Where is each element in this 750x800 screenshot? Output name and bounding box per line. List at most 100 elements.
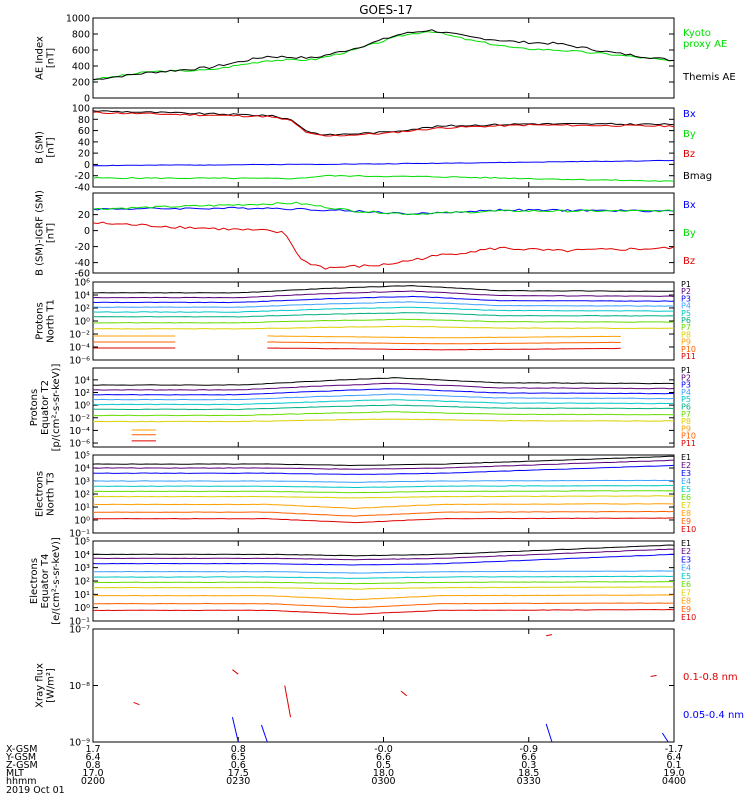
legend-label: P8 xyxy=(681,330,691,339)
footer-value: 0.3 xyxy=(521,760,536,771)
legend-label: P9 xyxy=(681,338,691,347)
y-tick-label: 10⁵ xyxy=(74,451,90,462)
y-tick-label: 10⁻¹ xyxy=(69,529,90,540)
series-electron-e8 xyxy=(93,594,675,601)
footer-value: -0.0 xyxy=(374,744,393,755)
footer-value: 0330 xyxy=(517,776,541,787)
series-electron-e1 xyxy=(92,544,675,557)
y-tick-label: 10⁴ xyxy=(74,550,90,561)
legend-label: Bmag xyxy=(683,171,712,182)
legend-label: Bx xyxy=(683,200,696,211)
series-xray-short xyxy=(400,690,408,697)
y-tick-label: 10⁻⁹ xyxy=(69,738,90,749)
y-tick-label: 10² xyxy=(74,388,90,399)
y-tick-label: -20 xyxy=(74,171,90,182)
series-proton-p2 xyxy=(92,382,675,391)
legend-label: E10 xyxy=(681,525,696,534)
footer-value: 6.4 xyxy=(666,752,681,763)
footer-row-label: Y-GSM xyxy=(5,752,36,763)
y-axis-label: Equator T4 xyxy=(40,554,51,609)
legend-label: P8 xyxy=(681,417,691,426)
footer-value: -0.9 xyxy=(519,744,538,755)
y-tick-label: 10⁰ xyxy=(74,515,90,526)
y-axis-label: B (SM)-IGRF (SM) xyxy=(35,190,46,276)
footer-value: 6.6 xyxy=(521,752,536,763)
series-electron-e3 xyxy=(92,464,675,475)
panel-frame xyxy=(92,17,675,99)
legend-label: P11 xyxy=(681,352,696,361)
y-tick-label: 600 xyxy=(72,46,90,57)
series-xray-long xyxy=(545,723,553,743)
footer-value: 0.8 xyxy=(85,760,100,771)
y-tick-label: 800 xyxy=(72,30,90,41)
y-axis-label: [e/(cm²-s-sr-keV)] xyxy=(51,537,62,625)
y-axis-label: Equator T2 xyxy=(40,380,51,435)
series-electron-e10 xyxy=(93,608,675,615)
y-tick-label: 10³ xyxy=(74,563,90,574)
series-proton-p4 xyxy=(92,393,675,401)
footer-row-label: X-GSM xyxy=(6,744,37,755)
legend-label: Bz xyxy=(683,149,695,160)
legend-label: E9 xyxy=(681,605,691,614)
panel-frame xyxy=(92,192,675,274)
legend-label: P5 xyxy=(681,309,691,318)
y-tick-label: 20 xyxy=(78,149,90,160)
footer-row-label: MLT xyxy=(6,768,24,779)
legend-label: P7 xyxy=(681,323,691,332)
series-themis-ae xyxy=(92,29,675,81)
series-xray-long xyxy=(261,724,268,743)
series-proton-p7 xyxy=(93,411,675,417)
series-xray-short xyxy=(232,669,239,675)
series-electron-e3 xyxy=(92,553,675,566)
series-proton-p10 xyxy=(267,341,621,345)
series-bz xyxy=(92,111,675,137)
y-tick-label: 40 xyxy=(78,137,90,148)
panel-frame xyxy=(92,540,675,622)
series-electron-e4 xyxy=(93,570,675,574)
footer-value: -1.7 xyxy=(665,744,684,755)
footer-value: 17.5 xyxy=(228,768,249,779)
y-tick-label: 0 xyxy=(84,160,90,171)
y-tick-label: -40 xyxy=(74,258,90,269)
y-tick-label: 10¹ xyxy=(74,590,90,601)
y-tick-label: 80 xyxy=(78,115,90,126)
footer-date: 2019 Oct 01 xyxy=(6,785,65,796)
footer-value: 18.0 xyxy=(373,768,394,779)
legend-label: P3 xyxy=(681,381,691,390)
footer-value: 0.5 xyxy=(376,760,391,771)
legend-label: Themis AE xyxy=(682,72,736,83)
series-proton-p6 xyxy=(92,404,675,411)
series-proton-p4 xyxy=(93,301,675,308)
legend-label: P4 xyxy=(681,388,691,397)
series-kyoto-proxy-ae xyxy=(92,30,675,81)
y-tick-label: 10⁻⁴ xyxy=(69,426,90,437)
footer-value: 19.0 xyxy=(663,768,684,779)
legend-label: E3 xyxy=(681,469,691,478)
y-axis-label: [nT] xyxy=(46,137,57,157)
y-tick-label: 10⁻² xyxy=(69,330,90,341)
legend-label: 0.05-0.4 nm xyxy=(683,710,744,721)
legend-label: P7 xyxy=(681,410,691,419)
legend-label: By xyxy=(683,129,696,140)
legend-label: By xyxy=(683,228,696,239)
y-tick-label: 10⁻⁶ xyxy=(69,356,90,367)
y-axis-label: [p/(cm²-s-sr-keV)] xyxy=(51,364,62,452)
legend-label: P9 xyxy=(681,424,691,433)
y-axis-label: B (SM) xyxy=(35,131,46,164)
footer-value: 0.6 xyxy=(231,760,246,771)
legend-label: E4 xyxy=(681,564,691,573)
y-tick-label: 400 xyxy=(72,62,90,73)
legend-label: Bz xyxy=(683,256,695,267)
legend-label: P11 xyxy=(681,439,696,448)
series-proton-p8 xyxy=(92,418,675,423)
panel-frame xyxy=(92,107,675,188)
y-tick-label: 10⁻⁶ xyxy=(69,439,90,450)
legend-label: E1 xyxy=(681,453,691,462)
legend-label: P6 xyxy=(681,316,691,325)
y-tick-label: 100 xyxy=(72,104,90,115)
legend-label: P2 xyxy=(681,287,691,296)
legend-label: P5 xyxy=(681,395,691,404)
panel-frame xyxy=(92,367,675,448)
series-electron-e6 xyxy=(92,580,675,585)
y-tick-label: 10³ xyxy=(74,476,90,487)
